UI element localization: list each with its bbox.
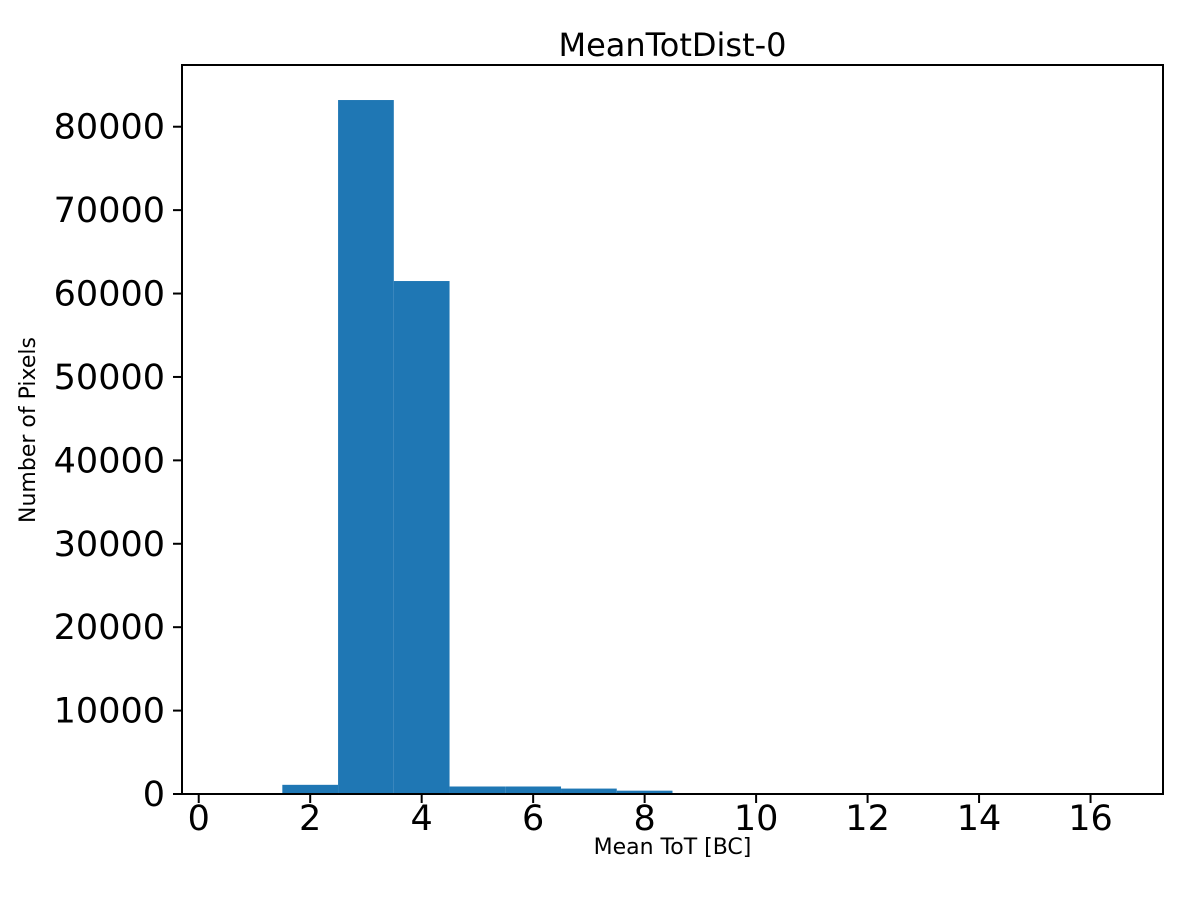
histogram-bar [449, 786, 506, 794]
x-tick-label: 6 [522, 799, 544, 839]
x-tick-label: 12 [845, 799, 890, 839]
x-tick-label: 0 [188, 799, 210, 839]
y-tick-label: 60000 [54, 275, 165, 315]
y-tick-label: 10000 [54, 692, 165, 732]
y-tick-label: 80000 [54, 108, 165, 148]
y-tick-label: 50000 [54, 358, 165, 398]
chart-title: MeanTotDist-0 [558, 26, 787, 64]
histogram-bar [505, 786, 562, 794]
y-tick-label: 70000 [54, 191, 165, 231]
x-tick-label: 2 [299, 799, 321, 839]
histogram-bar [282, 784, 339, 794]
histogram-bar [393, 281, 450, 794]
x-axis-label: Mean ToT [BC] [593, 835, 752, 860]
y-tick-label: 20000 [54, 608, 165, 648]
axes-frame [181, 64, 1164, 795]
x-tick-label: 10 [734, 799, 779, 839]
y-axis-label: Number of Pixels [16, 337, 41, 523]
histogram-bar [616, 790, 673, 794]
x-tick-label: 4 [411, 799, 433, 839]
y-tick-label: 40000 [54, 441, 165, 481]
y-tick-label: 0 [143, 775, 165, 815]
x-tick-label: 14 [957, 799, 1002, 839]
x-tick-label: 16 [1068, 799, 1113, 839]
histogram-bar [338, 100, 394, 794]
histogram-bar [561, 788, 617, 794]
y-tick-label: 30000 [54, 525, 165, 565]
x-tick-label: 8 [633, 799, 655, 839]
